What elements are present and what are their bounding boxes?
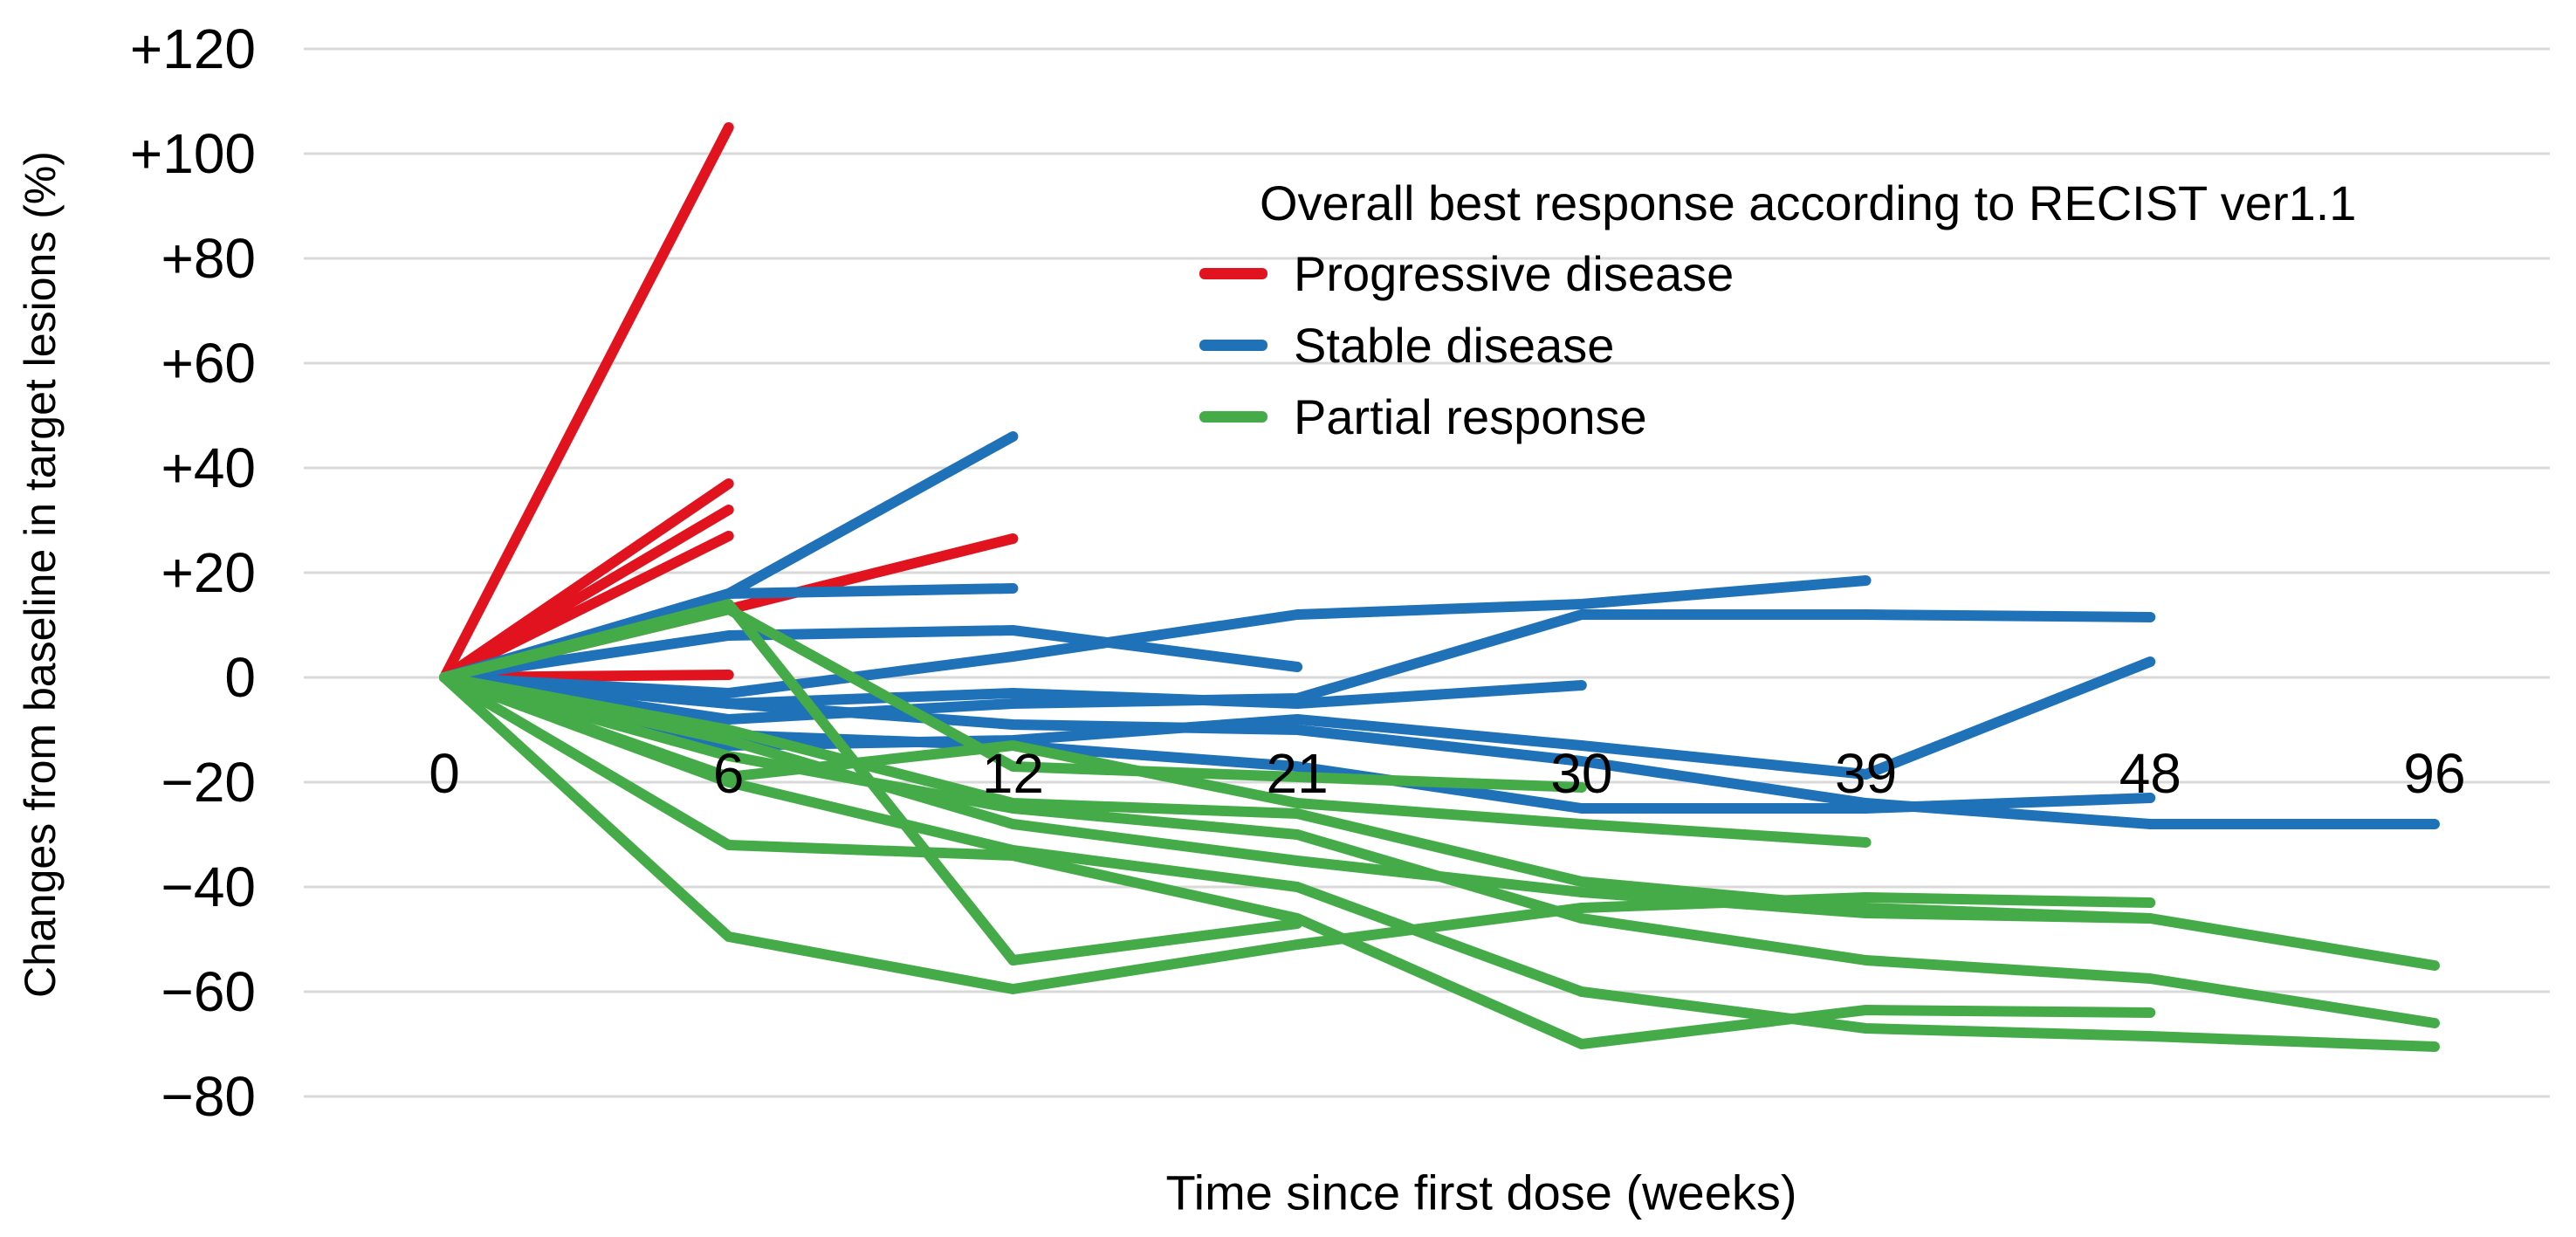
x-tick-label: 39 (1835, 742, 1897, 805)
legend-swatch-pr (1199, 410, 1267, 423)
y-tick-label: +80 (161, 227, 256, 290)
legend-swatch-sd (1199, 339, 1267, 351)
x-tick-label: 30 (1550, 742, 1612, 805)
series-lines (439, 122, 2440, 1052)
legend-title: Overall best response according to RECIS… (1260, 175, 2357, 230)
legend-label-sd: Stable disease (1294, 317, 1615, 373)
x-tick-label: 12 (982, 742, 1044, 805)
legend-row-pd: Progressive disease (1199, 237, 1734, 309)
y-tick-label: −60 (161, 960, 256, 1023)
y-tick-label: +40 (161, 436, 256, 499)
x-tick-labels: 0 6 12 21 30 39 48 96 (429, 742, 2465, 805)
patient-line-pr-8 (439, 672, 2440, 1028)
x-axis-title: Time since first dose (weeks) (1165, 1165, 1797, 1220)
patient-line-sd-6 (439, 609, 2156, 725)
y-tick-label: 0 (224, 646, 256, 709)
y-tick-labels: +120 +100 +80 +60 +40 +20 0 −20 −40 −60 −80 (130, 17, 256, 1128)
patient-line-sd-9 (439, 672, 2440, 829)
patient-line-pr-6 (439, 672, 2156, 994)
patient-line-pd-4 (439, 531, 734, 683)
y-axis-title: Changes from baseline in target lesions … (16, 151, 65, 998)
x-tick-label: 0 (429, 742, 460, 805)
y-tick-label: +20 (161, 541, 256, 604)
y-tick-label: +120 (130, 17, 256, 80)
y-tick-label: −80 (161, 1065, 256, 1128)
y-tick-label: +100 (130, 122, 256, 185)
legend-row-pr: Partial response (1199, 381, 1734, 452)
x-tick-label: 6 (713, 742, 745, 805)
y-tick-label: −40 (161, 856, 256, 918)
patient-line-sd-3 (439, 625, 1303, 683)
patient-line-sd-5 (439, 575, 1872, 698)
patient-line-pr-9 (439, 672, 2440, 1052)
x-tick-label: 21 (1267, 742, 1329, 805)
legend-label-pr: Partial response (1294, 388, 1647, 444)
x-tick-label: 48 (2119, 742, 2181, 805)
patient-line-pr-5 (439, 672, 2156, 1049)
legend-row-sd: Stable disease (1199, 309, 1734, 381)
legend-label-pd: Progressive disease (1294, 245, 1735, 301)
x-tick-label: 96 (2403, 742, 2465, 805)
legend-rows: Progressive disease Stable disease Partial… (1199, 237, 1734, 452)
y-tick-label: −20 (161, 751, 256, 814)
y-tick-label: +60 (161, 332, 256, 395)
patient-line-pr-2 (439, 604, 1587, 793)
legend-swatch-pd (1199, 267, 1267, 279)
patient-line-pd-1 (439, 122, 734, 683)
